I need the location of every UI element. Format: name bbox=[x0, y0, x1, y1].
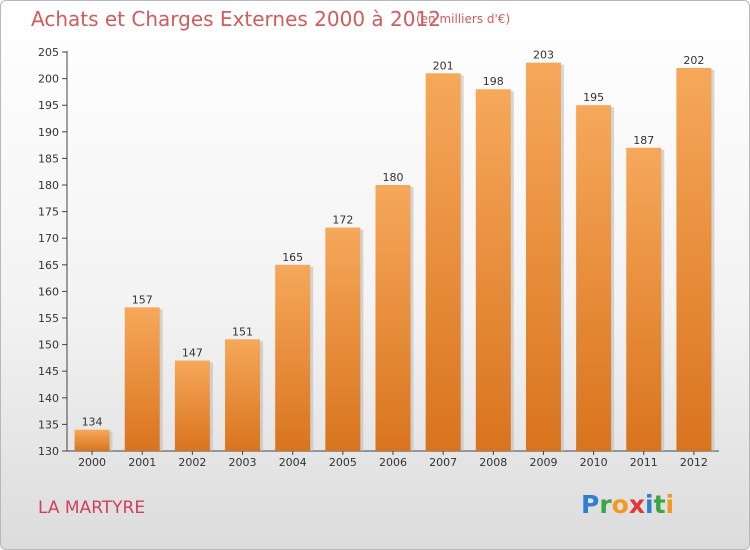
bar-value-label: 172 bbox=[332, 214, 353, 227]
logo-letter: r bbox=[599, 490, 612, 519]
proxiti-logo: Proxiti bbox=[581, 490, 674, 519]
y-tick-label: 145 bbox=[38, 365, 59, 378]
logo-letter: i bbox=[645, 490, 654, 519]
logo-letter: x bbox=[628, 490, 645, 519]
bar-value-label: 134 bbox=[82, 416, 103, 429]
bar-value-label: 202 bbox=[683, 54, 704, 67]
y-tick-label: 185 bbox=[38, 152, 59, 165]
y-tick-label: 150 bbox=[38, 339, 59, 352]
bar-value-label: 187 bbox=[633, 134, 654, 147]
bar-2008 bbox=[475, 89, 511, 452]
bar-value-label: 157 bbox=[132, 293, 153, 306]
bar-value-label: 201 bbox=[433, 59, 454, 72]
x-tick-label: 2009 bbox=[529, 456, 557, 469]
x-tick-label: 2002 bbox=[178, 456, 206, 469]
bar-2012 bbox=[676, 67, 712, 452]
bar-value-label: 180 bbox=[383, 171, 404, 184]
x-tick-label: 2004 bbox=[279, 456, 307, 469]
x-tick-label: 2003 bbox=[229, 456, 257, 469]
x-tick-label: 2005 bbox=[329, 456, 357, 469]
x-tick-label: 2001 bbox=[128, 456, 156, 469]
chart-bars bbox=[74, 62, 715, 452]
y-tick-label: 160 bbox=[38, 285, 59, 298]
logo-letter: t bbox=[653, 490, 666, 519]
chart-axes: 130 135 140 145 150 155 160 165 170 175 180 185 190 1… bbox=[38, 46, 719, 458]
y-tick-label: 205 bbox=[38, 46, 59, 59]
bar-value-label: 147 bbox=[182, 347, 203, 360]
x-tick-label: 2008 bbox=[479, 456, 507, 469]
logo-letter: P bbox=[581, 490, 600, 519]
x-tick-label: 2010 bbox=[580, 456, 608, 469]
y-tick-label: 175 bbox=[38, 206, 59, 219]
y-tick-label: 180 bbox=[38, 179, 59, 192]
bar-value-label: 195 bbox=[583, 91, 604, 104]
y-tick-label: 190 bbox=[38, 126, 59, 139]
bar-2005 bbox=[325, 227, 361, 451]
y-tick-label: 130 bbox=[38, 445, 59, 458]
y-tick-label: 135 bbox=[38, 418, 59, 431]
bar-2001 bbox=[124, 307, 160, 451]
bar-value-label: 151 bbox=[232, 325, 253, 338]
logo-letter: i bbox=[665, 490, 675, 519]
x-tick-label: 2007 bbox=[429, 456, 457, 469]
bar-2003 bbox=[225, 339, 261, 451]
bar-2002 bbox=[174, 360, 210, 451]
y-tick-label: 140 bbox=[38, 392, 59, 405]
bar-2006 bbox=[375, 185, 411, 451]
commune-name: LA MARTYRE bbox=[38, 498, 146, 518]
bar-2010 bbox=[576, 105, 612, 451]
bar-value-label: 165 bbox=[282, 251, 303, 264]
bar-2007 bbox=[425, 73, 461, 451]
bar-2000 bbox=[74, 429, 110, 451]
logo-letter: o bbox=[611, 490, 629, 519]
bar-value-label: 203 bbox=[533, 49, 554, 62]
y-tick-label: 165 bbox=[38, 259, 59, 272]
y-tick-label: 195 bbox=[38, 99, 59, 112]
bar-2011 bbox=[626, 147, 662, 451]
chart-labels: 134 2000 157 2001 147 2002 151 2003 165 2004 172 20… bbox=[78, 49, 708, 469]
x-tick-label: 2006 bbox=[379, 456, 407, 469]
x-tick-label: 2012 bbox=[680, 456, 708, 469]
bar-2004 bbox=[275, 264, 311, 451]
y-tick-label: 200 bbox=[38, 73, 59, 86]
chart-unit-note: (en milliers d'€) bbox=[416, 12, 511, 26]
bar-2009 bbox=[525, 62, 561, 451]
y-tick-label: 170 bbox=[38, 232, 59, 245]
x-tick-label: 2011 bbox=[630, 456, 658, 469]
bar-value-label: 198 bbox=[483, 75, 504, 88]
x-tick-label: 2000 bbox=[78, 456, 106, 469]
y-tick-label: 155 bbox=[38, 312, 59, 325]
chart-title: Achats et Charges Externes 2000 à 2012 bbox=[31, 7, 441, 31]
